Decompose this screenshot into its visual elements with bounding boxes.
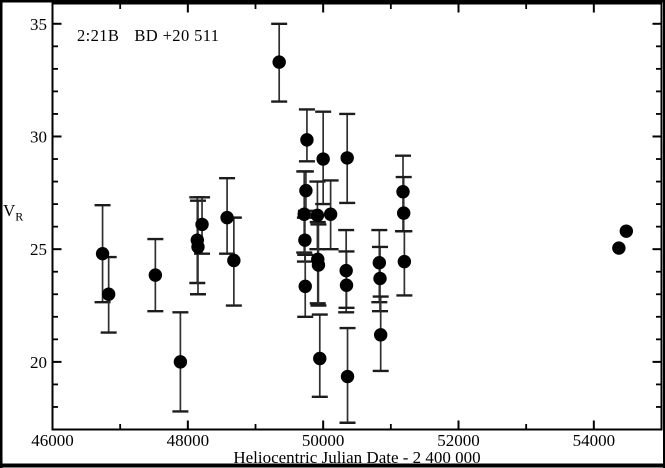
tick-labels: 46000 48000 50000 52000 54000 20 25 30 35	[30, 15, 615, 450]
data-point	[298, 233, 312, 247]
y-axis-label: VR	[3, 201, 23, 224]
data-point	[396, 206, 411, 220]
y-tick-label: 35	[30, 15, 47, 34]
x-tick-label: 48000	[167, 431, 210, 450]
data-point	[372, 256, 387, 270]
plot-frame	[51, 2, 663, 431]
y-tick-label: 25	[30, 240, 47, 259]
y-tick-label: 20	[30, 353, 47, 372]
data-point	[313, 351, 327, 366]
data-point	[323, 207, 338, 221]
data-point	[373, 328, 388, 342]
data-point	[227, 253, 241, 268]
data-point	[311, 258, 326, 272]
axis-ticks	[51, 3, 662, 430]
data-point	[300, 133, 314, 147]
y-axis-label-main: V	[3, 201, 16, 220]
data-point	[195, 217, 209, 232]
data-points	[95, 55, 634, 384]
x-tick-label: 54000	[573, 431, 616, 450]
data-point	[397, 254, 412, 269]
data-point	[619, 224, 634, 238]
data-point	[173, 355, 188, 369]
data-point	[148, 268, 163, 282]
data-point	[298, 279, 312, 294]
data-point	[95, 246, 110, 261]
x-tick-label: 46000	[31, 431, 74, 450]
error-bars	[94, 22, 413, 424]
data-point	[339, 263, 353, 278]
data-point	[310, 208, 325, 223]
data-point	[340, 151, 354, 165]
data-point	[299, 183, 313, 198]
data-point	[220, 210, 234, 225]
data-point	[612, 241, 626, 255]
data-point	[297, 207, 311, 221]
x-tick-label: 52000	[437, 431, 480, 450]
y-axis-label-sub: R	[15, 209, 24, 224]
plot-title-id: 2:21B	[77, 26, 120, 45]
data-point	[340, 369, 355, 384]
data-point	[101, 287, 116, 301]
x-tick-label: 50000	[302, 431, 345, 450]
data-point	[396, 185, 410, 199]
plot-title-star: BD +20 511	[134, 26, 220, 45]
plot-title: 2:21B BD +20 511	[77, 26, 219, 46]
x-axis-title: Heliocentric Julian Date - 2 400 000	[233, 448, 481, 467]
data-point	[272, 55, 286, 69]
y-tick-label: 30	[30, 127, 47, 146]
data-point	[339, 278, 354, 292]
data-point	[373, 271, 387, 286]
data-point	[316, 152, 330, 166]
data-point	[191, 240, 205, 254]
